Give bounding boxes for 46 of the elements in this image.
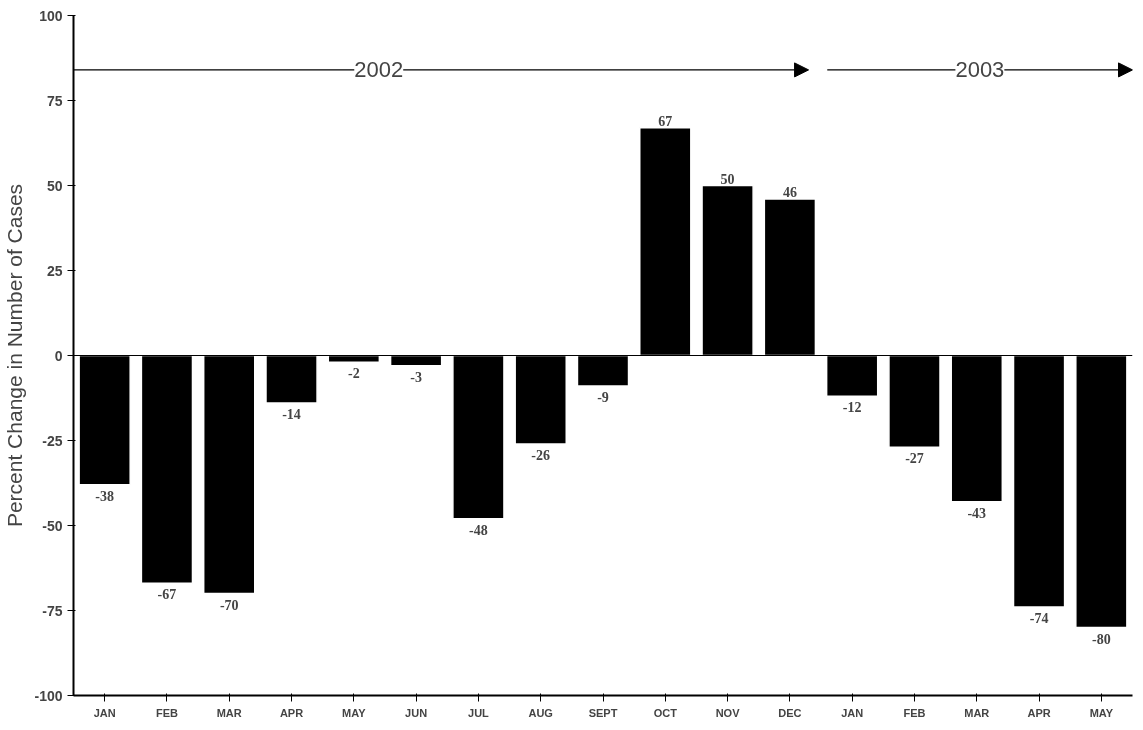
data-label: -67 [157, 587, 177, 603]
y-tick-label: 100 [39, 7, 63, 24]
x-tick-label: JAN [841, 706, 864, 719]
x-tick-label: JUN [405, 706, 428, 719]
y-tick-label: 75 [46, 92, 63, 109]
data-label: -80 [1092, 631, 1111, 647]
x-tick-label: SEPT [588, 706, 618, 719]
x-tick-label: APR [1027, 706, 1051, 719]
x-tick-label: MAY [342, 706, 367, 719]
data-label: -43 [967, 505, 987, 521]
data-label: 67 [658, 113, 673, 129]
data-label: -70 [219, 597, 239, 613]
data-label: -48 [469, 522, 488, 538]
data-label: -27 [905, 451, 924, 467]
x-tick-label: DEC [778, 706, 802, 719]
data-label: -9 [597, 390, 609, 406]
x-tick-label: AUG [528, 706, 553, 719]
data-label: -2 [347, 366, 360, 382]
data-label: -14 [282, 407, 301, 423]
data-label: -26 [531, 447, 551, 463]
y-tick-label: -25 [42, 432, 63, 449]
y-tick-label: 25 [46, 262, 63, 279]
x-tick-label: APR [279, 706, 304, 719]
x-tick-label: NOV [715, 706, 741, 719]
data-label: -74 [1029, 611, 1049, 627]
x-tick-label: MAY [1089, 706, 1114, 719]
y-tick-label: 50 [46, 177, 63, 194]
x-tick-label: JUL [468, 706, 490, 719]
annotation: 2003 [955, 57, 1005, 83]
x-tick-label: MAR [216, 706, 242, 719]
y-tick-label: -50 [42, 517, 63, 534]
data-label: -12 [842, 400, 862, 416]
x-tick-label: JAN [93, 706, 116, 719]
x-tick-label: MAR [964, 706, 990, 719]
data-label: 46 [782, 185, 797, 201]
x-tick-label: FEB [903, 706, 926, 719]
data-label: 50 [720, 171, 735, 187]
y-tick-label: -100 [34, 687, 63, 704]
y-tick-label: -75 [42, 602, 63, 619]
y-axis-title: Percent Change in Number of Cases [3, 183, 27, 528]
x-tick-label: OCT [653, 706, 678, 719]
annotation: 2002 [354, 57, 404, 83]
x-tick-label: FEB [155, 706, 178, 719]
data-label: -3 [410, 369, 422, 385]
y-tick-label: 0 [54, 347, 63, 364]
data-label: -38 [95, 488, 114, 504]
